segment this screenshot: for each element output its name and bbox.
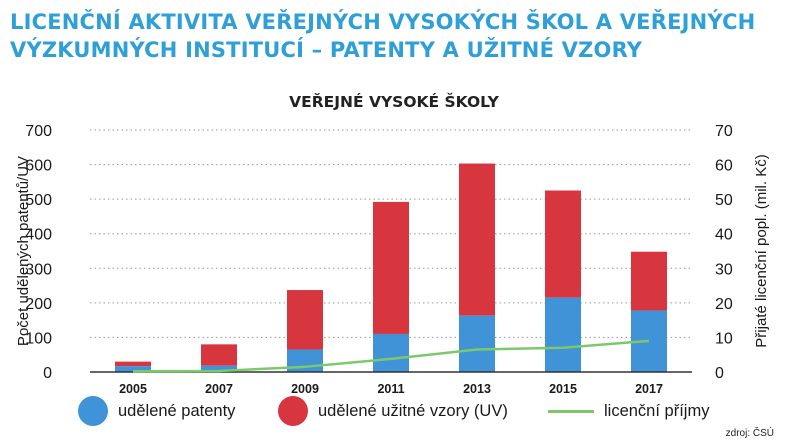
y-tick-label: 400: [25, 227, 52, 244]
bar-utility-models: [115, 361, 151, 367]
heading-line-2: VÝZKUMNÝCH INSTITUCÍ – PATENTY A UŽITNÉ …: [10, 38, 643, 62]
y2-tick-label: 10: [715, 330, 733, 347]
legend-label-patents: udělené patenty: [118, 401, 236, 420]
legend-label-utility-models: udělené užitné vzory (UV): [318, 401, 508, 420]
x-tick-label: 2005: [119, 382, 147, 396]
bar-utility-models: [287, 290, 323, 350]
bar-utility-models: [373, 201, 409, 334]
x-tick-label: 2013: [463, 382, 491, 396]
y2-tick-label: 0: [715, 365, 724, 382]
y-tick-label: 700: [25, 123, 52, 140]
y-axis-label: Počet udělených patentů/UV: [15, 156, 32, 346]
x-tick-label: 2017: [635, 382, 663, 396]
y-tick-label: 200: [25, 296, 52, 313]
y-tick-label: 500: [25, 192, 52, 209]
y-tick-label: 100: [25, 330, 52, 347]
legend-label-income: licenční příjmy: [604, 401, 710, 420]
legend-item-income: licenční příjmy: [548, 393, 709, 429]
x-tick-label: 2007: [205, 382, 233, 396]
bar-patents: [459, 315, 495, 372]
y2-tick-label: 20: [715, 296, 733, 313]
x-tick-label: 2015: [549, 382, 577, 396]
source-note: zdroj: ČSÚ: [725, 428, 774, 439]
bar-patents: [373, 333, 409, 372]
y2-tick-label: 40: [715, 227, 733, 244]
legend-item-utility-models: udělené užitné vzory (UV): [278, 393, 508, 429]
bar-utility-models: [631, 251, 667, 311]
legend-swatch-patents: [78, 396, 108, 426]
bar-patents: [545, 297, 581, 372]
y2-tick-label: 50: [715, 192, 733, 209]
bar-utility-models: [201, 344, 237, 366]
bar-utility-models: [459, 163, 495, 316]
y-tick-label: 300: [25, 261, 52, 278]
heading-line-1: LICENČNÍ AKTIVITA VEŘEJNÝCH VYSOKÝCH ŠKO…: [10, 10, 756, 34]
legend-swatch-utility-models: [278, 396, 308, 426]
x-tick-label: 2011: [377, 382, 404, 396]
y2-axis-label: Přijaté licenční popl. (mil. Kč): [753, 154, 770, 347]
chart-title: VEŘEJNÉ VYSOKÉ ŠKOLY: [289, 92, 500, 111]
legend-item-patents: udělené patenty: [78, 393, 235, 429]
chart-legend: udělené patenty udělené užitné vzory (UV…: [0, 393, 788, 429]
y2-tick-label: 70: [715, 123, 733, 140]
legend-swatch-income: [548, 409, 594, 413]
y-tick-label: 0: [43, 365, 52, 382]
page-heading: LICENČNÍ AKTIVITA VEŘEJNÝCH VYSOKÝCH ŠKO…: [10, 8, 770, 64]
y2-tick-label: 60: [715, 158, 733, 175]
bar-utility-models: [545, 190, 581, 298]
income-line: [132, 339, 650, 373]
y-tick-label: 600: [25, 158, 52, 175]
y2-tick-label: 30: [715, 261, 733, 278]
bar-patents: [201, 365, 237, 372]
bar-patents: [115, 366, 151, 372]
x-tick-label: 2009: [291, 382, 319, 396]
